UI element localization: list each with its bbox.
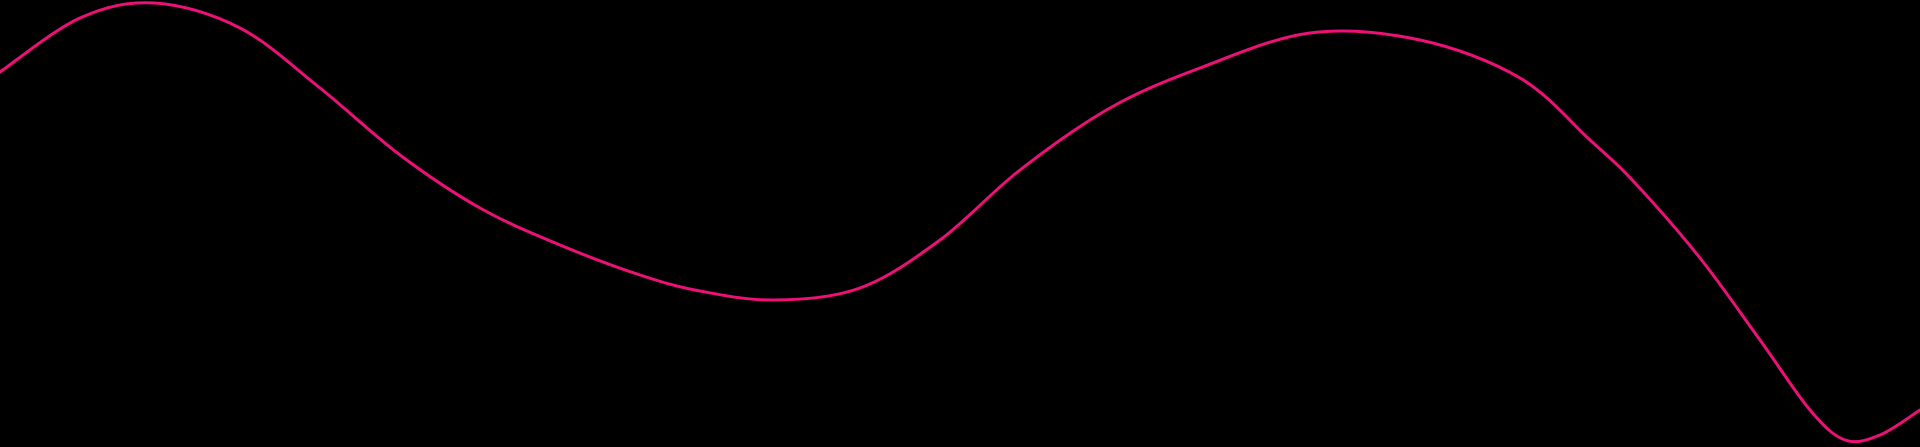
chart-canvas xyxy=(0,1,1920,444)
data-series-wave xyxy=(0,1,1920,444)
line-chart-svg xyxy=(0,1,1920,444)
series-group xyxy=(0,1,1920,444)
